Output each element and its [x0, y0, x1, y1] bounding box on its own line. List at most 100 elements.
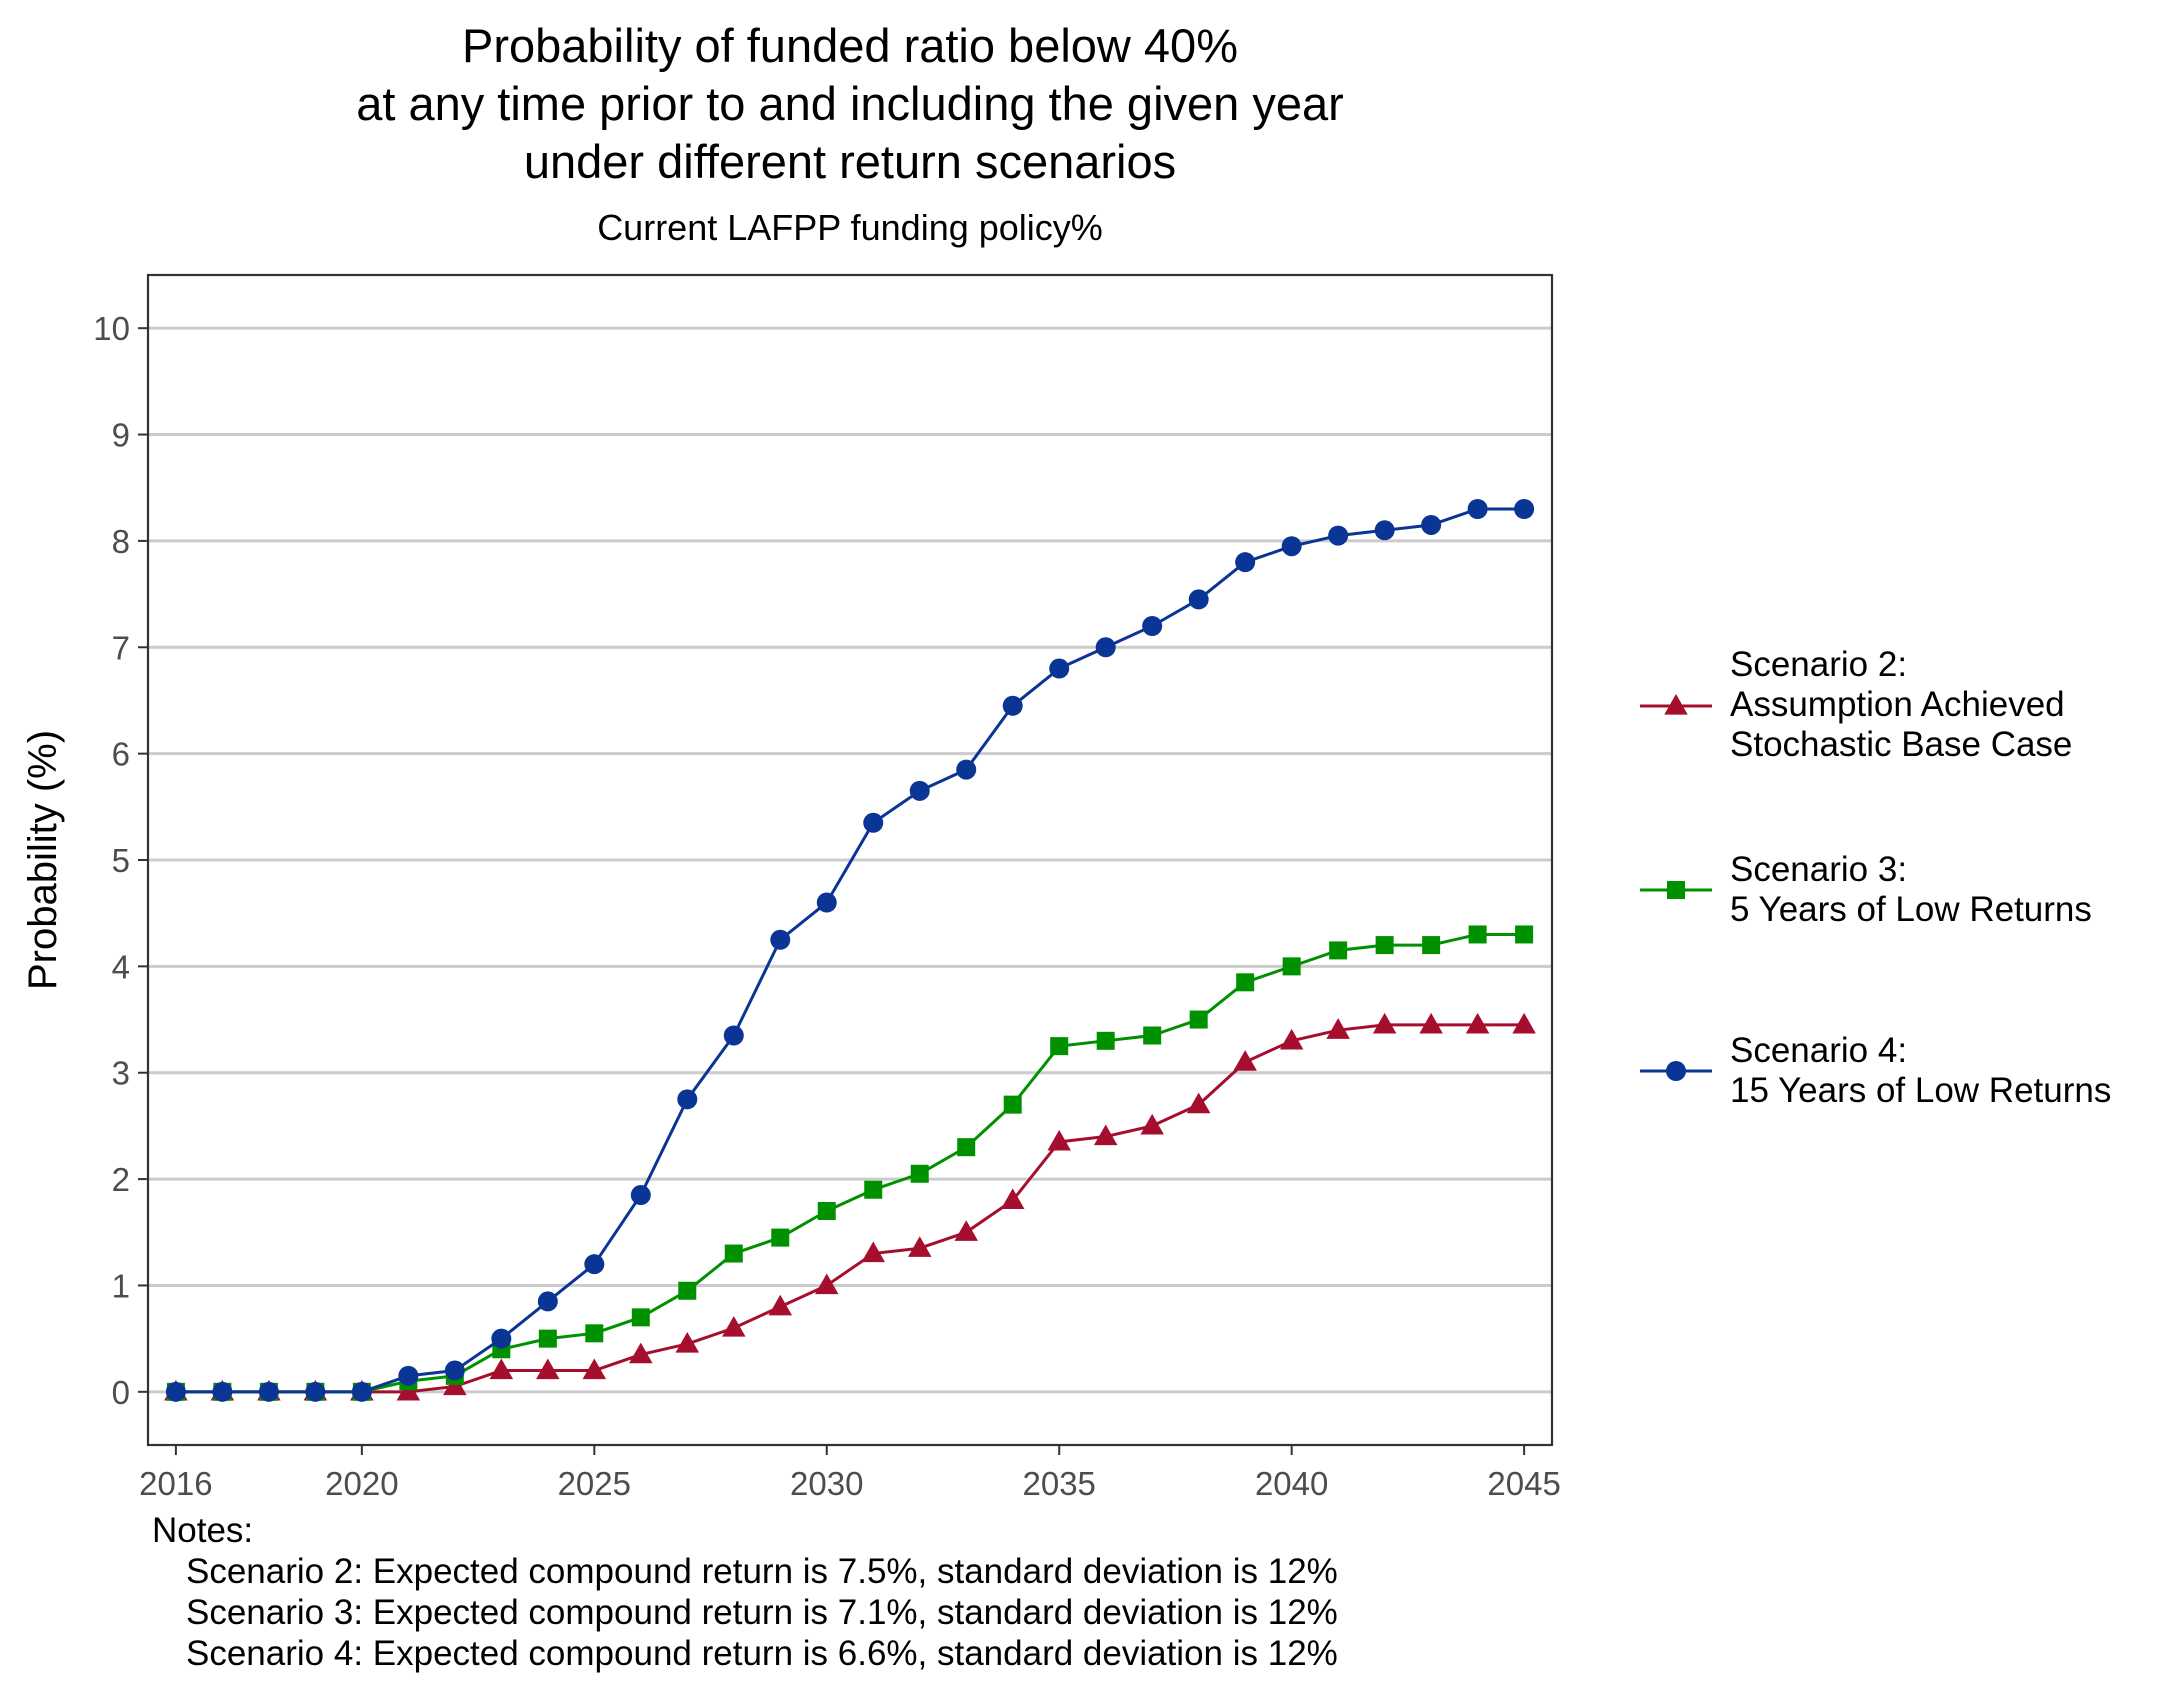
- series-layer: [164, 499, 1536, 1402]
- chart-titles: Probability of funded ratio below 40% at…: [356, 19, 1344, 248]
- legend-label-line: Scenario 4:: [1730, 1031, 1907, 1070]
- data-point: [1514, 499, 1535, 519]
- data-point: [771, 1228, 790, 1247]
- notes: Notes: Scenario 2: Expected compound ret…: [152, 1511, 1338, 1673]
- data-point: [1000, 1188, 1025, 1210]
- data-point: [351, 1381, 372, 1402]
- y-tick-label: 9: [112, 417, 130, 454]
- data-point: [907, 1236, 932, 1257]
- data-point: [258, 1381, 279, 1402]
- data-point: [1002, 695, 1023, 716]
- data-point: [1142, 616, 1163, 636]
- x-tick-label: 2035: [1022, 1465, 1095, 1502]
- legend-label-line: Scenario 2:: [1730, 645, 1907, 684]
- y-axis-label: Probability (%): [21, 730, 65, 990]
- data-point: [723, 1025, 744, 1046]
- data-point: [956, 759, 977, 780]
- plot-panel-border: [146, 273, 1554, 1447]
- axes: 0 1 2 3 4 5 6 7 8 9 10 2016 2020 2025 2030 2035 2040 2045: [93, 310, 1561, 1502]
- data-point: [861, 1241, 886, 1263]
- data-point: [584, 1254, 605, 1275]
- data-point: [165, 1381, 186, 1402]
- legend-entry: Scenario 4:15 Years of Low Returns: [1640, 1031, 2111, 1110]
- series-line: [175, 932, 1525, 1394]
- data-point: [489, 1358, 514, 1380]
- data-point: [863, 812, 884, 833]
- legend-label-line: Stochastic Base Case: [1730, 725, 2072, 764]
- data-point: [398, 1365, 419, 1386]
- data-point: [1326, 1018, 1350, 1039]
- x-tick-label: 2025: [558, 1465, 631, 1502]
- legend-label-line: 5 Years of Low Returns: [1730, 890, 2092, 929]
- x-tick-label: 2040: [1255, 1465, 1328, 1502]
- data-point: [1282, 957, 1301, 976]
- data-point: [1421, 514, 1442, 535]
- data-point: [631, 1308, 650, 1327]
- legend-entry: Scenario 3:5 Years of Low Returns: [1640, 850, 2092, 929]
- data-point: [678, 1281, 697, 1300]
- data-point: [1374, 520, 1395, 541]
- notes-line-2: Scenario 3: Expected compound return is …: [186, 1593, 1338, 1632]
- data-point: [954, 1220, 978, 1241]
- data-point: [1095, 637, 1116, 658]
- data-point: [536, 1358, 560, 1380]
- data-point: [814, 1273, 839, 1295]
- notes-line-1: Scenario 2: Expected compound return is …: [186, 1552, 1338, 1591]
- data-point: [817, 1202, 836, 1220]
- data-point: [1235, 552, 1256, 573]
- data-point: [1140, 1113, 1164, 1135]
- data-point: [1422, 936, 1441, 955]
- data-point: [305, 1381, 326, 1402]
- data-point: [910, 1164, 929, 1183]
- data-point: [675, 1331, 700, 1353]
- y-tick-label: 4: [112, 948, 130, 985]
- data-point: [538, 1329, 557, 1348]
- data-point: [1233, 1050, 1257, 1071]
- y-tick-label: 8: [112, 523, 130, 560]
- legend-entry: Scenario 2:Assumption AchievedStochastic…: [1640, 645, 2072, 764]
- x-tick-label: 2016: [139, 1465, 212, 1502]
- y-tick-label: 7: [112, 629, 130, 666]
- legend-key-marker: [1666, 1061, 1686, 1081]
- data-point: [724, 1244, 743, 1263]
- data-point: [1143, 1026, 1162, 1045]
- chart-title-line-3: under different return scenarios: [524, 135, 1176, 188]
- data-point: [537, 1291, 558, 1312]
- data-point: [491, 1328, 512, 1349]
- data-point: [1467, 499, 1488, 519]
- data-point: [768, 1294, 793, 1316]
- y-tick-label: 3: [112, 1055, 130, 1092]
- data-point: [1003, 1095, 1022, 1114]
- data-point: [770, 929, 791, 950]
- legend-label-line: Scenario 3:: [1730, 850, 1907, 889]
- x-tick-label: 2045: [1487, 1465, 1560, 1502]
- data-point: [1188, 589, 1209, 610]
- data-point: [1049, 658, 1070, 679]
- series-square: [166, 925, 1534, 1401]
- data-point: [1329, 941, 1348, 960]
- notes-heading: Notes:: [152, 1511, 253, 1550]
- data-point: [1372, 1012, 1397, 1034]
- data-point: [909, 780, 930, 801]
- data-point: [677, 1089, 698, 1110]
- legend: Scenario 2:Assumption AchievedStochastic…: [1640, 645, 2111, 1110]
- series-line: [175, 1023, 1525, 1394]
- data-point: [1050, 1037, 1069, 1056]
- data-point: [582, 1358, 607, 1380]
- data-point: [1375, 936, 1394, 955]
- data-point: [1047, 1129, 1071, 1151]
- data-point: [1281, 536, 1302, 557]
- data-point: [1515, 925, 1534, 944]
- data-point: [1512, 1012, 1536, 1034]
- chart-title-line-2: at any time prior to and including the g…: [356, 77, 1344, 130]
- legend-label-line: 15 Years of Low Returns: [1730, 1071, 2111, 1110]
- data-point: [629, 1342, 653, 1364]
- y-tick-label: 1: [112, 1267, 130, 1304]
- data-point: [722, 1316, 746, 1337]
- data-point: [1468, 925, 1487, 944]
- y-tick-label: 6: [112, 736, 130, 773]
- legend-key-marker: [1667, 881, 1685, 899]
- data-point: [630, 1185, 651, 1206]
